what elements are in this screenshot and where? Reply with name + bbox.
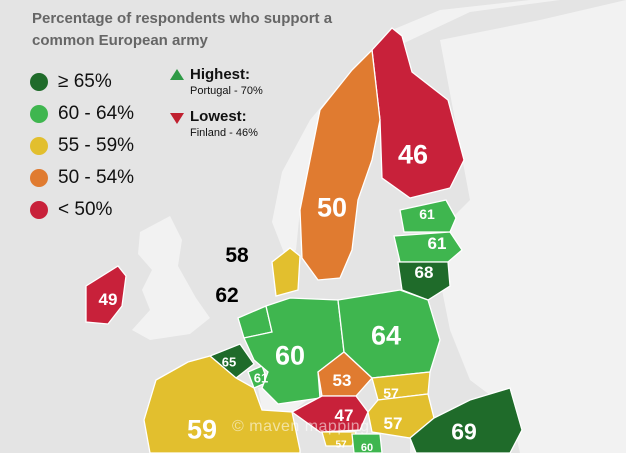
map-title: Percentage of respondents who support a … [32,10,333,49]
country-estonia [399,199,457,233]
watermark: © maven mapping [232,418,370,435]
value-denmark: 58 [225,244,249,267]
country-croatia [351,433,383,453]
value-belgium: 65 [221,354,237,370]
value-germany: 60 [274,340,306,371]
legend-item: ≥ 65% [30,66,134,98]
value-finland: 46 [397,139,429,170]
lowest-detail: Finland - 46% [190,127,258,139]
country-czechia [317,351,373,397]
legend-swatch [30,201,48,219]
highest-label: Highest: [190,66,250,83]
value-france: 59 [186,414,218,445]
legend-label: < 50% [58,199,113,220]
highest-detail: Portugal - 70% [190,85,263,97]
value-romania: 69 [451,418,477,445]
lowest-note: Lowest: Finland - 46% [190,108,258,139]
legend-item: 50 - 54% [30,162,134,194]
country-finland [371,27,465,199]
lowest-label: Lowest: [190,108,247,125]
country-latvia [393,231,463,263]
country-lithuania [397,261,451,301]
legend-swatch [30,73,48,91]
legend-item: 55 - 59% [30,130,134,162]
lowest-triangle-icon [170,113,184,124]
value-sweden: 50 [316,192,348,223]
land-east [440,0,626,453]
value-croatia: 60 [360,442,374,453]
country-austria [290,395,369,433]
value-estonia: 61 [419,206,435,222]
value-latvia: 61 [427,234,447,253]
country-france [143,355,301,453]
legend-label: ≥ 65% [58,71,112,92]
value-austria: 47 [334,406,354,425]
value-slovakia: 57 [383,385,399,401]
legend-swatch [30,137,48,155]
value-czechia: 53 [332,371,352,390]
legend-item: 60 - 64% [30,98,134,130]
legend-item: < 50% [30,194,134,226]
value-poland: 64 [370,320,402,351]
legend-swatch [30,169,48,187]
highest-triangle-icon [170,69,184,80]
value-luxembourg: 61 [253,370,269,386]
legend-label: 50 - 54% [58,167,135,188]
highest-note: Highest: Portugal - 70% [190,66,263,97]
country-slovenia [321,431,357,447]
value-hungary: 57 [383,414,403,433]
country-sweden [299,48,381,281]
legend: ≥ 65% 60 - 64% 55 - 59% 50 - 54% < 50% [30,66,134,226]
country-romania [409,387,523,453]
value-netherlands: 62 [215,284,239,307]
country-denmark [271,247,301,297]
value-ireland: 49 [98,290,118,309]
legend-swatch [30,105,48,123]
legend-label: 60 - 64% [58,103,135,124]
value-slovenia: 57 [335,439,347,451]
legend-label: 55 - 59% [58,135,135,156]
value-lithuania: 68 [414,263,434,282]
country-ireland [85,265,127,325]
land-uk [132,216,210,340]
